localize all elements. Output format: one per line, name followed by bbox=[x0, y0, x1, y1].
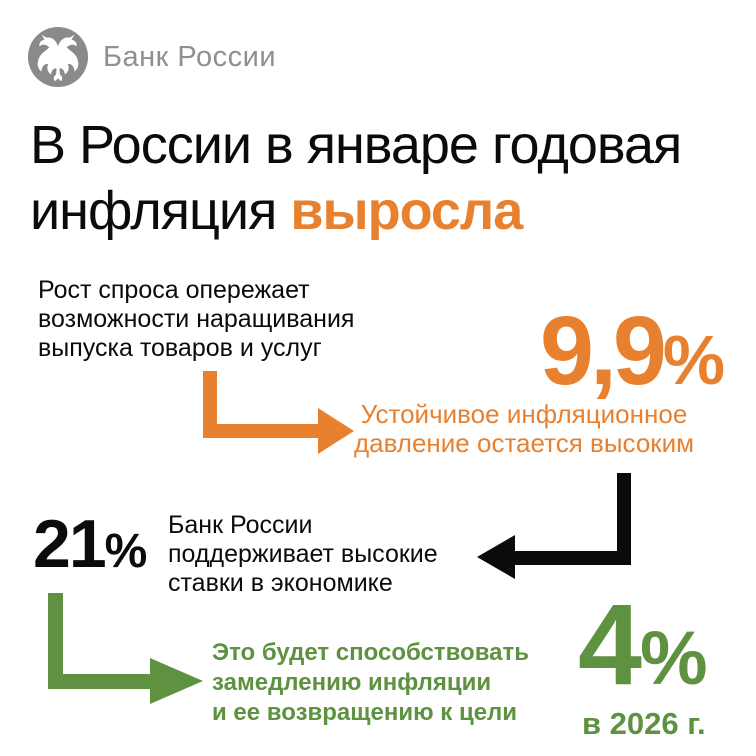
key-rate-percent-sign: % bbox=[104, 525, 148, 578]
inflation-caption: Устойчивое инфляционное давление остаетс… bbox=[352, 400, 696, 458]
inflation-percent-sign: % bbox=[662, 321, 726, 399]
orange-elbow-arrow-icon bbox=[203, 371, 354, 454]
key-rate-text-line1: Банк России bbox=[168, 511, 313, 539]
brand-header: Банк России bbox=[27, 26, 276, 88]
headline: В России в январе годовая инфляция выросл… bbox=[30, 112, 682, 244]
demand-text-line2: возможности наращивания bbox=[38, 305, 355, 333]
key-rate-text-line2: поддерживает высокие bbox=[168, 540, 438, 568]
demand-text: Рост спроса опережает возможности наращи… bbox=[38, 276, 354, 363]
brand-name: Банк России bbox=[103, 40, 277, 73]
headline-line2: инфляция выросла bbox=[30, 178, 681, 244]
headline-accent: выросла bbox=[290, 181, 523, 241]
inflation-number: 9,9% bbox=[540, 302, 725, 399]
black-elbow-arrow-icon bbox=[477, 473, 631, 579]
headline-line2-black: инфляция bbox=[30, 181, 277, 241]
inflation-caption-line2: давление остается высоким bbox=[353, 428, 695, 458]
target-percent-sign: % bbox=[639, 616, 708, 701]
green-elbow-arrow-icon bbox=[48, 593, 203, 704]
key-rate-text: Банк России поддерживает высокие ставки … bbox=[168, 511, 438, 598]
bank-of-russia-eagle-icon bbox=[27, 26, 89, 88]
key-rate-number: 21% bbox=[33, 510, 147, 578]
key-rate-value: 21 bbox=[33, 506, 107, 582]
target-number: 4% bbox=[578, 588, 708, 703]
demand-text-line3: выпуска товаров и услуг bbox=[38, 334, 322, 362]
target-caption: Это будет способствовать замедлению инфл… bbox=[212, 638, 529, 728]
target-year: в 2026 г. bbox=[582, 706, 706, 741]
key-rate-text-line3: ставки в экономике bbox=[168, 569, 393, 597]
inflation-caption-line1: Устойчивое инфляционное bbox=[360, 399, 688, 429]
demand-text-line1: Рост спроса опережает bbox=[38, 276, 310, 304]
target-value: 4 bbox=[578, 581, 642, 709]
target-caption-line3: и ее возвращению к цели bbox=[212, 699, 518, 726]
inflation-value: 9,9 bbox=[540, 296, 667, 405]
headline-line1: В России в январе годовая bbox=[30, 115, 682, 175]
target-caption-line1: Это будет способствовать bbox=[212, 639, 529, 666]
target-caption-line2: замедлению инфляции bbox=[212, 669, 492, 696]
